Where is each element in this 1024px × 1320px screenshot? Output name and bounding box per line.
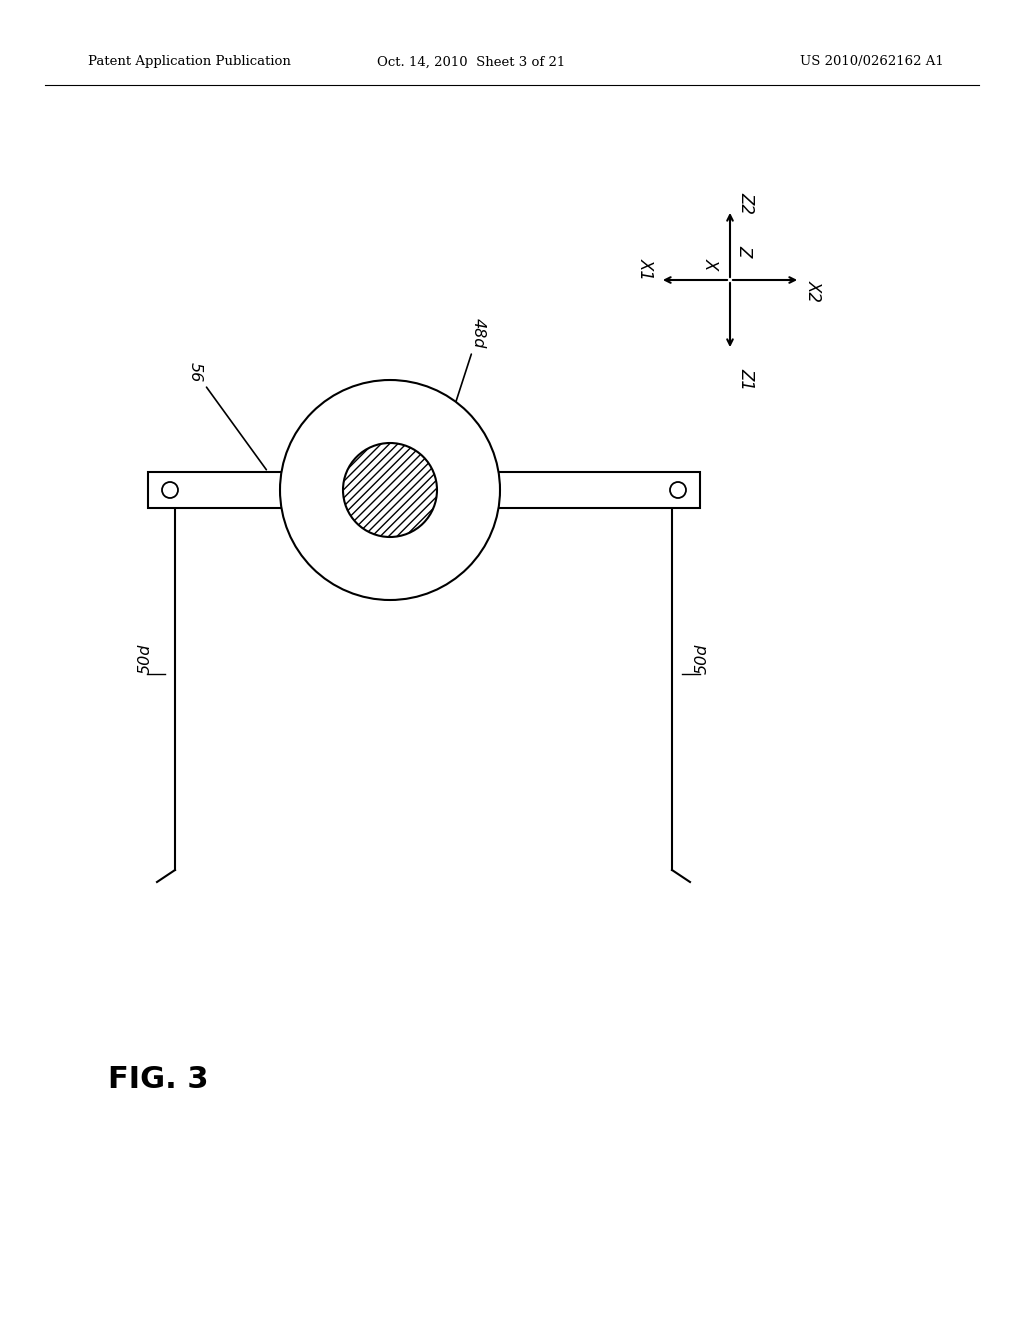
Text: 56: 56 <box>188 362 266 470</box>
Bar <box>148 473 700 508</box>
Text: FIG. 3: FIG. 3 <box>108 1065 209 1094</box>
Text: 50d: 50d <box>137 644 153 675</box>
Circle shape <box>670 482 686 498</box>
Text: X: X <box>702 259 720 269</box>
Text: Patent Application Publication: Patent Application Publication <box>88 55 291 69</box>
Circle shape <box>343 444 437 537</box>
Text: 48d: 48d <box>452 318 485 416</box>
Text: US 2010/0262162 A1: US 2010/0262162 A1 <box>800 55 944 69</box>
Text: X2: X2 <box>805 280 823 302</box>
Text: Z: Z <box>735 246 753 256</box>
Text: Z2: Z2 <box>737 191 755 214</box>
Text: Z1: Z1 <box>737 368 755 389</box>
Text: Oct. 14, 2010  Sheet 3 of 21: Oct. 14, 2010 Sheet 3 of 21 <box>377 55 565 69</box>
Circle shape <box>162 482 178 498</box>
Text: 50d: 50d <box>694 644 710 675</box>
Text: X1: X1 <box>637 257 655 280</box>
Circle shape <box>280 380 500 601</box>
